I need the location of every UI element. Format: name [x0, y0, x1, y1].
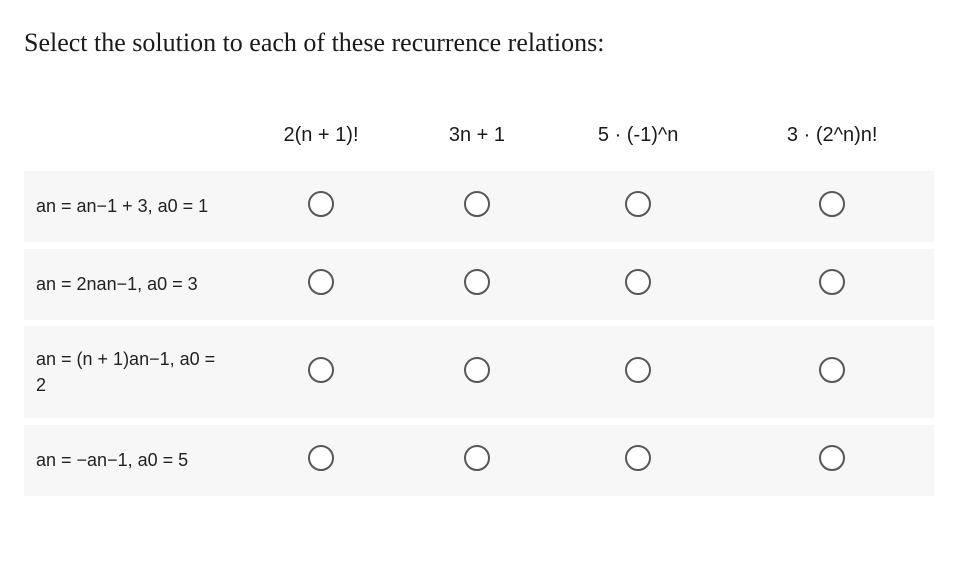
radio-option[interactable] — [308, 191, 334, 217]
row-label: an = 2nan−1, a0 = 3 — [24, 249, 234, 321]
header-spacer — [24, 104, 234, 171]
radio-option[interactable] — [464, 191, 490, 217]
row-label: an = −an−1, a0 = 5 — [24, 425, 234, 497]
column-header: 5 · (-1)^n — [546, 104, 730, 171]
radio-option[interactable] — [308, 445, 334, 471]
radio-option[interactable] — [464, 445, 490, 471]
radio-option[interactable] — [464, 357, 490, 383]
radio-option[interactable] — [464, 269, 490, 295]
radio-option[interactable] — [819, 357, 845, 383]
question-prompt: Select the solution to each of these rec… — [24, 28, 934, 58]
matrix-table: 2(n + 1)! 3n + 1 5 · (-1)^n 3 · (2^n)n! … — [24, 104, 934, 497]
table-row: an = −an−1, a0 = 5 — [24, 425, 934, 497]
radio-option[interactable] — [625, 191, 651, 217]
radio-option[interactable] — [625, 357, 651, 383]
radio-option[interactable] — [308, 269, 334, 295]
column-header: 3 · (2^n)n! — [730, 104, 934, 171]
column-header: 2(n + 1)! — [234, 104, 408, 171]
table-row: an = an−1 + 3, a0 = 1 — [24, 171, 934, 243]
table-row: an = (n + 1)an−1, a0 = 2 — [24, 326, 934, 419]
radio-option[interactable] — [819, 269, 845, 295]
row-label: an = (n + 1)an−1, a0 = 2 — [24, 326, 234, 419]
table-row: an = 2nan−1, a0 = 3 — [24, 249, 934, 321]
radio-option[interactable] — [819, 191, 845, 217]
radio-option[interactable] — [625, 445, 651, 471]
column-header-row: 2(n + 1)! 3n + 1 5 · (-1)^n 3 · (2^n)n! — [24, 104, 934, 171]
radio-option[interactable] — [308, 357, 334, 383]
column-header: 3n + 1 — [408, 104, 546, 171]
radio-option[interactable] — [625, 269, 651, 295]
row-label: an = an−1 + 3, a0 = 1 — [24, 171, 234, 243]
radio-option[interactable] — [819, 445, 845, 471]
